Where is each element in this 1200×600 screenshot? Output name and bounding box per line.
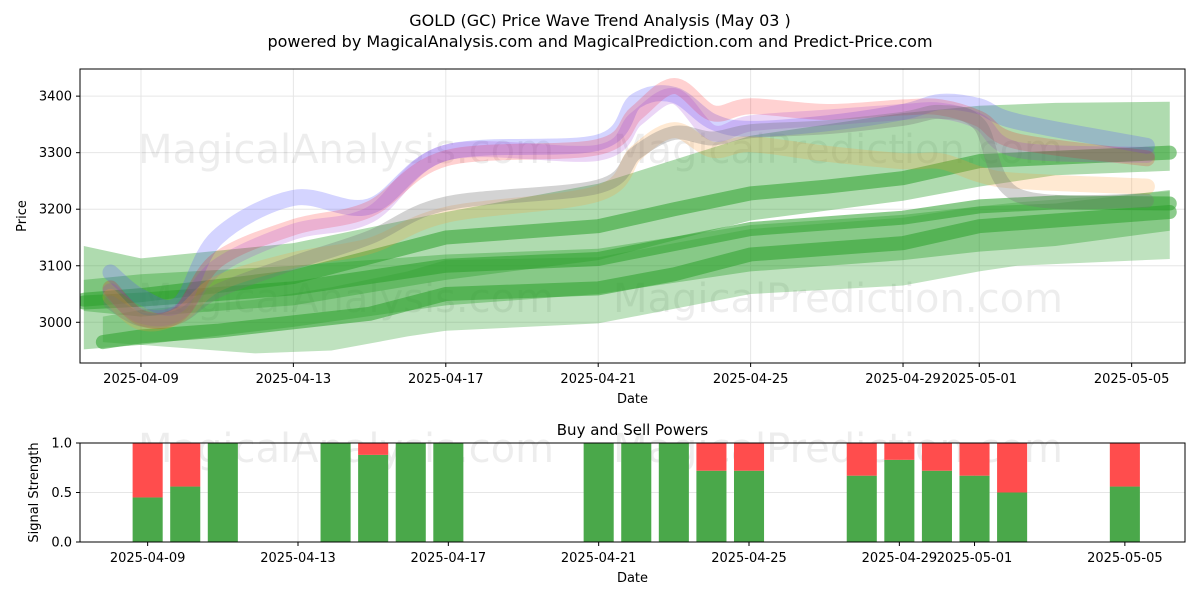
sell-bar	[997, 443, 1028, 493]
chart-subtitle: powered by MagicalAnalysis.com and Magic…	[267, 32, 932, 51]
buy-bar	[959, 475, 990, 542]
buy-bar	[846, 475, 877, 542]
y-tick-label: 3400	[39, 90, 72, 105]
plot-frame	[79, 68, 1186, 364]
x-tick-label: 2025-04-21	[560, 372, 636, 387]
y-tick-label: 3300	[39, 146, 72, 161]
y-tick-label: 0.5	[51, 486, 72, 501]
sell-bar	[170, 443, 201, 487]
blue-wave	[102, 85, 1155, 316]
x-tick-label: 2025-04-13	[256, 372, 332, 387]
buy-bar	[621, 443, 652, 542]
green-line-2	[80, 195, 1177, 310]
x-tick-label: 2025-05-01	[937, 551, 1013, 566]
y-axis-label: Signal Strength	[27, 442, 42, 542]
y-tick-label: 3200	[39, 203, 72, 218]
buy-bar	[884, 459, 915, 542]
x-tick-label: 2025-05-05	[1087, 551, 1163, 566]
buy-bar	[733, 470, 765, 542]
x-tick-label: 2025-04-09	[103, 372, 179, 387]
sell-bar	[358, 443, 389, 455]
orange-wave	[102, 122, 1155, 332]
buy-bar	[433, 443, 464, 542]
buy-bar	[1109, 486, 1140, 542]
x-tick-label: 2025-05-01	[941, 372, 1017, 387]
x-tick-label: 2025-04-21	[561, 551, 637, 566]
y-tick-label: 0.0	[51, 536, 72, 551]
x-tick-label: 2025-04-17	[411, 551, 487, 566]
buy-bar	[997, 492, 1028, 542]
x-tick-label: 2025-04-13	[260, 551, 336, 566]
price-wave-chart: MagicalAnalysis.com MagicalPrediction.com…	[15, 68, 1186, 407]
x-tick-label: 2025-05-05	[1094, 372, 1170, 387]
buy-bar	[358, 454, 389, 542]
buy-bar	[395, 443, 426, 542]
y-tick-label: 3000	[39, 316, 72, 331]
y-tick-label: 1.0	[51, 437, 72, 452]
green-line-3	[95, 205, 1177, 350]
sell-bar	[846, 443, 877, 476]
y-axis-label: Price	[15, 200, 30, 232]
buy-bar	[696, 470, 727, 542]
buy-bar	[658, 443, 689, 542]
sell-bar	[884, 443, 915, 460]
buy-sell-powers-chart: MagicalAnalysis.comMagicalPrediction.com…	[27, 421, 1186, 586]
buy-bar	[207, 443, 238, 542]
sell-bar	[959, 443, 990, 476]
series-group	[80, 78, 1177, 354]
x-tick-label: 2025-04-29	[862, 551, 938, 566]
buy-bar	[583, 443, 614, 542]
x-tick-label: 2025-04-29	[865, 372, 941, 387]
sell-bar	[921, 443, 952, 471]
sell-bar	[1109, 443, 1140, 487]
purple-wave	[102, 88, 1155, 327]
gray-trend	[103, 104, 1154, 328]
chart-title: GOLD (GC) Price Wave Trend Analysis (May…	[409, 11, 791, 30]
sell-bar	[733, 443, 765, 471]
buy-bar	[320, 443, 351, 542]
buy-bar	[132, 497, 163, 542]
y-tick-label: 3100	[39, 259, 72, 274]
bar-chart-title: Buy and Sell Powers	[557, 421, 709, 439]
x-tick-label: 2025-04-25	[711, 551, 787, 566]
buy-bar	[921, 470, 952, 542]
green-line-1	[80, 145, 1177, 307]
x-tick-label: 2025-04-25	[713, 372, 789, 387]
sell-bar	[132, 443, 163, 498]
x-tick-label: 2025-04-09	[110, 551, 186, 566]
buy-bar	[170, 486, 201, 542]
watermark-text: MagicalPrediction.com	[613, 276, 1063, 322]
watermark-text: MagicalAnalysis.com	[138, 127, 554, 173]
x-axis-label: Date	[617, 392, 648, 407]
x-tick-label: 2025-04-17	[408, 372, 484, 387]
red-wave	[102, 78, 1155, 329]
sell-bar	[696, 443, 727, 471]
x-axis-label: Date	[617, 571, 648, 586]
